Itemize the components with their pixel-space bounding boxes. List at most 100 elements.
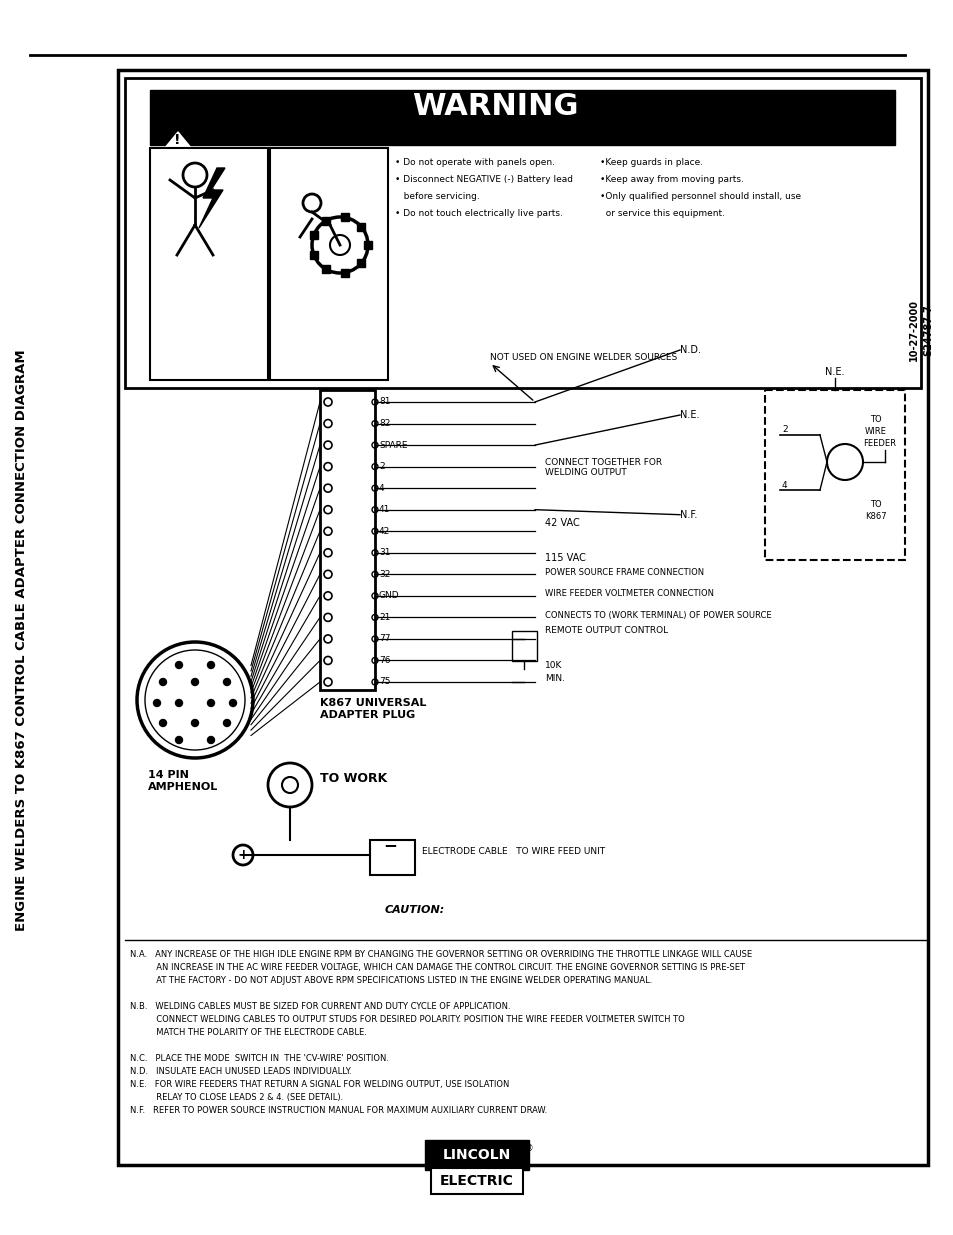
Text: S24787-7: S24787-7 <box>923 304 932 356</box>
Text: CONNECT WELDING CABLES TO OUTPUT STUDS FOR DESIRED POLARITY. POSITION THE WIRE F: CONNECT WELDING CABLES TO OUTPUT STUDS F… <box>130 1015 684 1024</box>
Text: REMOTE OUTPUT CONTROL: REMOTE OUTPUT CONTROL <box>544 626 667 636</box>
Circle shape <box>230 699 236 706</box>
Text: !: ! <box>173 133 180 147</box>
Text: CAUTION:: CAUTION: <box>385 905 445 915</box>
Text: •Keep away from moving parts.: •Keep away from moving parts. <box>599 175 743 184</box>
Text: MIN.: MIN. <box>544 674 564 683</box>
Text: TO WORK: TO WORK <box>319 772 387 784</box>
Text: RELAY TO CLOSE LEADS 2 & 4. (SEE DETAIL).: RELAY TO CLOSE LEADS 2 & 4. (SEE DETAIL)… <box>130 1093 343 1102</box>
Polygon shape <box>199 168 225 228</box>
Bar <box>150 148 268 380</box>
Bar <box>340 268 349 277</box>
Text: N.A.   ANY INCREASE OF THE HIGH IDLE ENGINE RPM BY CHANGING THE GOVERNOR SETTING: N.A. ANY INCREASE OF THE HIGH IDLE ENGIN… <box>130 950 751 960</box>
Text: CONNECTS TO (WORK TERMINAL) OF POWER SOURCE: CONNECTS TO (WORK TERMINAL) OF POWER SOU… <box>544 611 771 620</box>
Text: NOT USED ON ENGINE WELDER SOURCES: NOT USED ON ENGINE WELDER SOURCES <box>490 353 677 363</box>
Text: 32: 32 <box>378 569 390 579</box>
Bar <box>322 217 330 225</box>
Text: N.E.: N.E. <box>824 367 843 377</box>
Text: 10K: 10K <box>544 661 561 669</box>
Text: POWER SOURCE FRAME CONNECTION: POWER SOURCE FRAME CONNECTION <box>544 568 703 577</box>
Bar <box>512 631 537 661</box>
Circle shape <box>192 678 198 685</box>
Text: •Keep guards in place.: •Keep guards in place. <box>599 158 702 167</box>
Text: 77: 77 <box>378 635 390 643</box>
Text: • Disconnect NEGATIVE (-) Battery lead: • Disconnect NEGATIVE (-) Battery lead <box>395 175 573 184</box>
Bar <box>364 241 372 249</box>
Text: 75: 75 <box>378 678 390 687</box>
Polygon shape <box>164 132 192 149</box>
Bar <box>357 259 365 267</box>
Bar <box>431 1168 522 1194</box>
Text: 42: 42 <box>378 527 390 536</box>
Circle shape <box>159 720 167 726</box>
Text: N.D.   INSULATE EACH UNUSED LEADS INDIVIDUALLY.: N.D. INSULATE EACH UNUSED LEADS INDIVIDU… <box>130 1067 352 1076</box>
Text: 115 VAC: 115 VAC <box>544 553 585 563</box>
Text: N.C.   PLACE THE MODE  SWITCH IN  THE 'CV-WIRE' POSITION.: N.C. PLACE THE MODE SWITCH IN THE 'CV-WI… <box>130 1053 389 1063</box>
Text: ENGINE WELDERS TO K867 CONTROL CABLE ADAPTER CONNECTION DIAGRAM: ENGINE WELDERS TO K867 CONTROL CABLE ADA… <box>15 350 29 931</box>
Text: N.F.   REFER TO POWER SOURCE INSTRUCTION MANUAL FOR MAXIMUM AUXILIARY CURRENT DR: N.F. REFER TO POWER SOURCE INSTRUCTION M… <box>130 1107 547 1115</box>
Bar <box>310 251 317 258</box>
Text: 2: 2 <box>378 462 384 471</box>
Text: 4: 4 <box>378 484 384 493</box>
Text: WIRE FEEDER VOLTMETER CONNECTION: WIRE FEEDER VOLTMETER CONNECTION <box>544 589 713 598</box>
Text: LINCOLN: LINCOLN <box>442 1149 511 1162</box>
Text: +: + <box>237 848 249 862</box>
Circle shape <box>175 736 182 743</box>
Text: WARNING: WARNING <box>412 91 578 121</box>
Circle shape <box>159 678 167 685</box>
Text: N.D.: N.D. <box>679 345 700 354</box>
Circle shape <box>175 699 182 706</box>
Bar <box>118 70 927 1165</box>
Text: 81: 81 <box>378 398 390 406</box>
Text: N.B.   WELDING CABLES MUST BE SIZED FOR CURRENT AND DUTY CYCLE OF APPLICATION.: N.B. WELDING CABLES MUST BE SIZED FOR CU… <box>130 1002 510 1011</box>
Text: 14 PIN
AMPHENOL: 14 PIN AMPHENOL <box>148 769 218 792</box>
Circle shape <box>175 662 182 668</box>
Circle shape <box>153 699 160 706</box>
Text: •Only qualified personnel should install, use: •Only qualified personnel should install… <box>599 191 801 201</box>
Text: FEEDER: FEEDER <box>862 438 895 448</box>
Text: K867 UNIVERSAL
ADAPTER PLUG: K867 UNIVERSAL ADAPTER PLUG <box>319 698 426 720</box>
Text: WIRE: WIRE <box>864 427 886 436</box>
Text: 2: 2 <box>781 426 787 435</box>
Text: TO: TO <box>869 415 881 424</box>
Text: AN INCREASE IN THE AC WIRE FEEDER VOLTAGE, WHICH CAN DAMAGE THE CONTROL CIRCUIT.: AN INCREASE IN THE AC WIRE FEEDER VOLTAG… <box>130 963 744 972</box>
Text: N.E.   FOR WIRE FEEDERS THAT RETURN A SIGNAL FOR WELDING OUTPUT, USE ISOLATION: N.E. FOR WIRE FEEDERS THAT RETURN A SIGN… <box>130 1079 509 1089</box>
Text: or service this equipment.: or service this equipment. <box>599 209 724 219</box>
Text: CONNECT TOGETHER FOR
WELDING OUTPUT: CONNECT TOGETHER FOR WELDING OUTPUT <box>544 458 661 477</box>
Text: 82: 82 <box>378 419 390 429</box>
Text: N.F.: N.F. <box>679 510 697 520</box>
Circle shape <box>223 720 231 726</box>
Text: 21: 21 <box>378 613 390 622</box>
Circle shape <box>208 699 214 706</box>
Text: MATCH THE POLARITY OF THE ELECTRODE CABLE.: MATCH THE POLARITY OF THE ELECTRODE CABL… <box>130 1028 367 1037</box>
Text: TO: TO <box>869 500 881 509</box>
Bar <box>340 214 349 221</box>
Text: 76: 76 <box>378 656 390 664</box>
Text: −: − <box>383 836 396 853</box>
Bar <box>310 231 317 240</box>
Bar <box>322 266 330 273</box>
Bar <box>357 224 365 231</box>
Bar <box>270 148 388 380</box>
Text: AT THE FACTORY - DO NOT ADJUST ABOVE RPM SPECIFICATIONS LISTED IN THE ENGINE WEL: AT THE FACTORY - DO NOT ADJUST ABOVE RPM… <box>130 976 652 986</box>
Circle shape <box>223 678 231 685</box>
Bar <box>370 840 415 876</box>
Text: 10-27-2000: 10-27-2000 <box>908 299 918 361</box>
Text: ELECTRODE CABLE   TO WIRE FEED UNIT: ELECTRODE CABLE TO WIRE FEED UNIT <box>421 847 604 857</box>
Bar <box>424 1140 529 1170</box>
Circle shape <box>208 736 214 743</box>
Text: SPARE: SPARE <box>378 441 407 450</box>
Circle shape <box>208 662 214 668</box>
Bar <box>764 390 904 559</box>
Text: ELECTRIC: ELECTRIC <box>439 1174 514 1188</box>
Text: GND: GND <box>378 592 399 600</box>
Text: 31: 31 <box>378 548 390 557</box>
Text: 41: 41 <box>378 505 390 514</box>
Bar <box>125 78 920 388</box>
Bar <box>319 390 375 690</box>
Text: ®: ® <box>526 1144 533 1153</box>
Text: 4: 4 <box>781 482 787 490</box>
Text: • Do not operate with panels open.: • Do not operate with panels open. <box>395 158 555 167</box>
Bar <box>150 90 894 144</box>
Text: • Do not touch electrically live parts.: • Do not touch electrically live parts. <box>395 209 562 219</box>
